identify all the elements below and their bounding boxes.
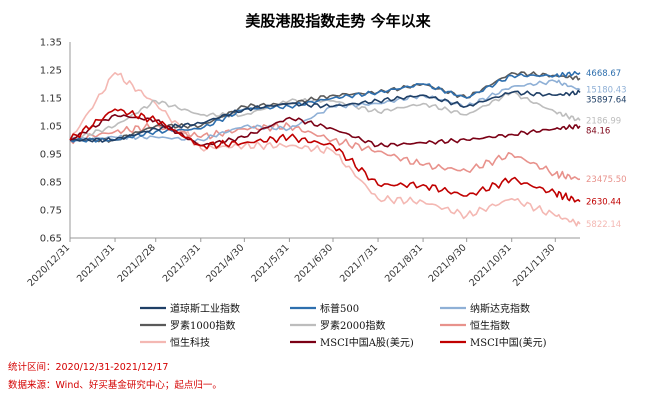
series-line bbox=[69, 108, 581, 203]
y-tick-label: 0.75 bbox=[40, 206, 62, 217]
plot-area: 0.65 0.75 0.85 0.95 1.05 1.15 1.25 1.35 2020/12… bbox=[26, 38, 627, 289]
series-end-label: 23475.50 bbox=[586, 175, 627, 185]
period-note: 统计区间：2020/12/31-2021/12/17 bbox=[8, 361, 168, 373]
legend-item: 标普500 bbox=[290, 302, 359, 315]
legend-item: 罗素1000指数 bbox=[140, 319, 235, 332]
series-end-label: 5822.14 bbox=[586, 220, 621, 230]
legend-label: 恒生指数 bbox=[470, 319, 510, 332]
y-tick-label: 1.15 bbox=[40, 94, 62, 105]
series-line bbox=[69, 71, 581, 143]
series-line bbox=[69, 72, 581, 227]
legend-label: 纳斯达克指数 bbox=[470, 302, 530, 315]
x-tick-label: 2021/4/30 bbox=[204, 242, 246, 284]
y-tick-label: 0.65 bbox=[40, 234, 62, 245]
x-tick-label: 2021/11/30 bbox=[511, 242, 558, 289]
legend-item: 纳斯达克指数 bbox=[440, 302, 530, 315]
series-end-label: 35897.64 bbox=[586, 96, 627, 106]
legend-label: 罗素2000指数 bbox=[320, 319, 385, 332]
series-line bbox=[69, 89, 581, 143]
x-tick-label: 2021/10/31 bbox=[467, 242, 514, 289]
x-tick-label: 2021/9/30 bbox=[427, 242, 469, 284]
x-tick-label: 2021/1/31 bbox=[75, 242, 117, 284]
x-tick-label: 2021/7/31 bbox=[338, 242, 380, 284]
series-end-label: 2186.99 bbox=[586, 116, 621, 126]
legend-label: 标普500 bbox=[320, 302, 359, 315]
legend-item: 恒生科技 bbox=[140, 336, 210, 349]
y-ticks: 0.65 0.75 0.85 0.95 1.05 1.15 1.25 1.35 bbox=[40, 38, 62, 245]
x-tick-label: 2021/2/28 bbox=[116, 242, 158, 284]
source-note: 数据来源：Wind、好买基金研究中心；起点归一。 bbox=[8, 379, 222, 391]
legend-label: MSCI中国A股(美元) bbox=[320, 336, 414, 349]
legend-label: 罗素1000指数 bbox=[170, 319, 235, 332]
series-end-label: 84.16 bbox=[586, 126, 610, 136]
x-tick-label: 2021/6/30 bbox=[293, 242, 335, 284]
x-tick-label: 2021/5/31 bbox=[249, 242, 291, 284]
y-tick-label: 0.95 bbox=[40, 150, 62, 161]
legend-item: 道琼斯工业指数 bbox=[140, 302, 240, 315]
legend-label: 恒生科技 bbox=[170, 336, 210, 349]
series-end-label: 4668.67 bbox=[586, 69, 621, 79]
y-tick-label: 0.85 bbox=[40, 178, 62, 189]
series-line bbox=[69, 70, 581, 143]
legend-label: MSCI中国(美元) bbox=[470, 336, 547, 349]
legend-label: 道琼斯工业指数 bbox=[170, 302, 240, 315]
legend-item: MSCI中国A股(美元) bbox=[290, 336, 414, 349]
chart-title: 美股港股指数走势 今年以来 bbox=[245, 12, 431, 30]
series-end-label: 15180.43 bbox=[586, 86, 627, 96]
x-tick-label: 2021/3/31 bbox=[161, 242, 203, 284]
x-tick-label: 2020/12/31 bbox=[26, 242, 73, 289]
series-lines bbox=[69, 70, 581, 227]
x-tick-label: 2021/8/31 bbox=[383, 242, 425, 284]
legend-item: MSCI中国(美元) bbox=[440, 336, 547, 349]
legend-item: 罗素2000指数 bbox=[290, 319, 385, 332]
y-tick-label: 1.35 bbox=[40, 38, 62, 49]
y-tick-label: 1.05 bbox=[40, 122, 62, 133]
legend-item: 恒生指数 bbox=[440, 319, 510, 332]
y-tick-label: 1.25 bbox=[40, 66, 62, 77]
series-end-label: 2630.44 bbox=[586, 198, 621, 208]
